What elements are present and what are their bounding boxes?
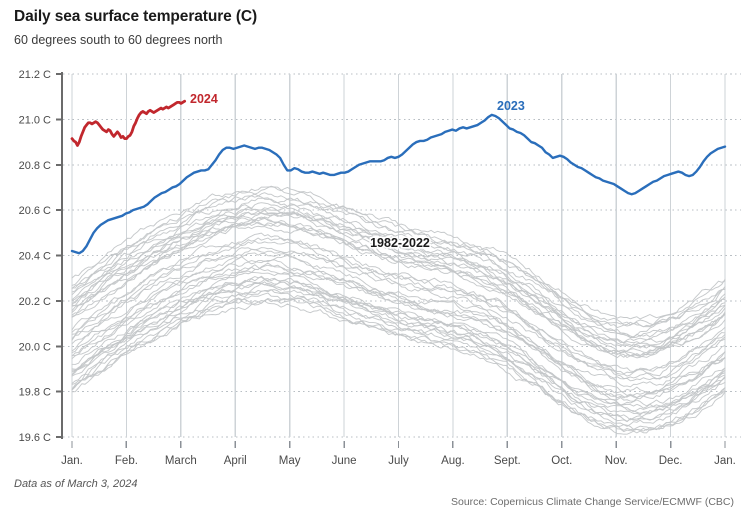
x-axis-tick-label: Aug.: [441, 455, 465, 467]
x-axis-tick-label: June: [332, 455, 357, 467]
data-as-of-note: Data as of March 3, 2024: [14, 478, 138, 490]
y-axis-labels: 19.6 C 19.8 C 20.0 C 20.2 C 20.4 C 20.6 C 20.8…: [19, 69, 51, 444]
x-axis-tick-label: July: [388, 455, 409, 467]
series-label-2024: 2024: [190, 92, 218, 106]
x-gridlines: [71, 74, 726, 437]
series-label-climatology: 1982-2022: [370, 236, 430, 250]
x-axis-tick-label: May: [279, 455, 301, 467]
y-axis-ticks: [56, 73, 62, 438]
chart-subtitle: 60 degrees south to 60 degrees north: [14, 33, 223, 47]
x-axis-ticks: [71, 441, 726, 448]
y-axis-tick-label: 20.4 C: [19, 251, 51, 263]
y-axis-tick-label: 20.2 C: [19, 296, 51, 308]
y-axis-tick-label: 20.0 C: [19, 341, 51, 353]
x-axis-labels: Jan. Feb. March April May June July Aug. Sept. Oc…: [61, 455, 736, 467]
y-axis-tick-label: 20.6 C: [19, 205, 51, 217]
x-axis-tick-label: Sept.: [494, 455, 521, 467]
highlight-series: [70, 99, 727, 255]
y-axis-tick-label: 21.0 C: [19, 114, 51, 126]
x-axis-tick-label: March: [165, 455, 197, 467]
page-title: Daily sea surface temperature (C): [14, 8, 258, 25]
y-axis-tick-label: 19.8 C: [19, 387, 51, 399]
series-line-2024: [70, 99, 187, 147]
series-line-2023: [70, 113, 727, 255]
x-axis-tick-label: Feb.: [115, 455, 138, 467]
y-gridlines: [63, 73, 741, 438]
x-axis-tick-label: Jan.: [714, 455, 736, 467]
source-credit: Source: Copernicus Climate Change Servic…: [450, 496, 734, 508]
series-label-2023: 2023: [497, 99, 525, 113]
x-axis-tick-label: Oct.: [551, 455, 572, 467]
y-axis-tick-label: 21.2 C: [19, 69, 51, 81]
climatology-series: [71, 185, 726, 435]
x-axis-tick-label: Jan.: [61, 455, 83, 467]
x-axis-tick-label: April: [224, 455, 247, 467]
line-chart-plot: 19.6 C 19.8 C 20.0 C 20.2 C 20.4 C 20.6 C 20.8…: [19, 69, 741, 467]
y-axis-tick-label: 20.8 C: [19, 160, 51, 172]
x-axis-tick-label: Nov.: [605, 455, 628, 467]
y-axis-tick-label: 19.6 C: [19, 432, 51, 444]
x-axis-tick-label: Dec.: [659, 455, 683, 467]
